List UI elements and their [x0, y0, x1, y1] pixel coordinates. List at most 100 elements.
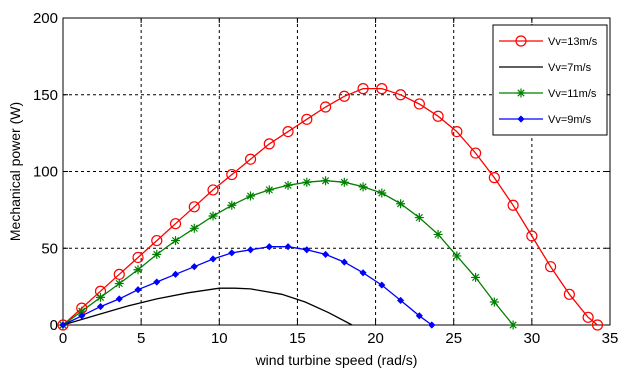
data-point-marker — [263, 138, 275, 150]
data-point-marker — [227, 200, 237, 210]
data-point-marker — [415, 312, 423, 320]
data-point-marker — [319, 101, 332, 113]
data-point-marker — [246, 246, 255, 254]
x-axis-label: wind turbine speed (rad/s) — [255, 352, 418, 368]
series-line — [62, 287, 353, 326]
data-point-marker — [169, 218, 182, 230]
data-point-marker — [226, 168, 238, 181]
data-point-marker — [282, 125, 294, 138]
data-point-marker — [489, 297, 499, 307]
data-point-marker — [452, 251, 462, 261]
data-point-marker — [301, 113, 313, 125]
data-point-marker — [563, 288, 575, 300]
data-point-marker — [171, 270, 180, 278]
data-point-marker — [357, 83, 369, 95]
data-point-marker — [264, 185, 274, 195]
y-tick-label: 150 — [33, 87, 58, 104]
data-point-marker — [321, 250, 330, 258]
data-point-marker — [190, 263, 198, 271]
data-point-marker — [545, 261, 557, 273]
data-point-marker — [209, 255, 217, 263]
data-point-marker — [414, 213, 424, 223]
data-point-marker — [115, 295, 123, 303]
x-tick-label: 0 — [59, 330, 67, 347]
legend-label: Vv=7m/s — [548, 62, 592, 74]
data-point-marker — [397, 296, 405, 305]
legend-item: Vv=9m/s — [499, 114, 592, 126]
data-point-marker — [59, 321, 67, 329]
data-point-marker — [244, 153, 257, 165]
x-tick-label: 5 — [137, 330, 145, 347]
data-point-marker — [338, 90, 350, 102]
data-point-marker — [377, 188, 387, 198]
x-tick-label: 10 — [211, 330, 228, 347]
data-point-marker — [508, 320, 518, 330]
legend-item: Vv=11m/s — [499, 88, 597, 100]
data-point-marker — [153, 278, 161, 286]
data-point-marker — [321, 176, 331, 186]
series-line — [62, 180, 514, 326]
data-point-marker — [396, 199, 406, 209]
legend-box — [492, 24, 608, 136]
data-point-marker — [171, 236, 181, 246]
legend-label: Vv=9m/s — [548, 114, 592, 126]
data-point-marker — [207, 184, 219, 196]
grid — [63, 18, 610, 325]
y-tick-label: 50 — [41, 240, 58, 257]
data-point-marker — [246, 191, 256, 201]
data-point-marker — [189, 223, 199, 233]
data-point-marker — [516, 88, 526, 98]
x-tick-label: 35 — [602, 330, 619, 347]
data-point-marker — [582, 311, 594, 323]
y-tick-label: 0 — [50, 317, 58, 334]
x-tick-label: 25 — [445, 330, 462, 347]
data-point-marker — [471, 272, 481, 282]
data-point-marker — [340, 258, 348, 266]
data-point-marker — [526, 230, 538, 242]
y-tick-label: 100 — [33, 164, 58, 181]
y-axis-label: Mechanical power (W) — [7, 102, 23, 241]
data-point-marker — [134, 286, 142, 294]
data-point-marker — [132, 251, 144, 264]
series-group — [59, 243, 436, 329]
data-point-marker — [488, 172, 500, 184]
data-point-marker — [451, 125, 463, 138]
data-point-marker — [152, 249, 162, 259]
data-point-marker — [77, 306, 87, 316]
data-point-marker — [133, 265, 143, 275]
data-point-marker — [208, 211, 218, 221]
legend-label: Vv=11m/s — [548, 88, 597, 100]
data-point-marker — [433, 229, 443, 239]
data-point-marker — [78, 312, 86, 320]
data-point-marker — [339, 177, 349, 187]
series-group — [58, 176, 518, 330]
legend-item: Vv=7m/s — [499, 62, 592, 74]
series-group — [57, 83, 604, 331]
axis-ticks: 0 5 10 15 20 25 30 35 0 50 100 150 200 — [33, 10, 618, 347]
x-tick-label: 20 — [367, 330, 384, 347]
y-tick-label: 200 — [33, 10, 58, 27]
data-point-marker — [303, 246, 311, 254]
data-point-marker — [432, 110, 444, 122]
data-point-marker — [228, 249, 236, 257]
data-point-marker — [413, 98, 425, 110]
series-line — [62, 246, 433, 326]
x-tick-label: 15 — [289, 330, 306, 347]
data-point-marker — [265, 243, 273, 251]
data-point-marker — [302, 177, 312, 187]
data-point-marker — [283, 180, 293, 190]
data-point-marker — [284, 243, 292, 251]
data-point-marker — [96, 303, 105, 311]
data-point-marker — [114, 279, 124, 289]
data-point-marker — [507, 199, 519, 211]
series-group — [62, 287, 353, 326]
data-point-marker — [517, 115, 525, 123]
data-point-marker — [515, 35, 527, 47]
data-point-marker — [151, 234, 163, 247]
legend: Vv=13m/s Vv=7m/s Vv=11m/s Vv=9m/s — [492, 24, 608, 136]
data-point-marker — [591, 319, 604, 331]
data-point-marker — [188, 201, 200, 213]
data-point-marker — [96, 292, 106, 302]
data-point-marker — [469, 147, 482, 159]
